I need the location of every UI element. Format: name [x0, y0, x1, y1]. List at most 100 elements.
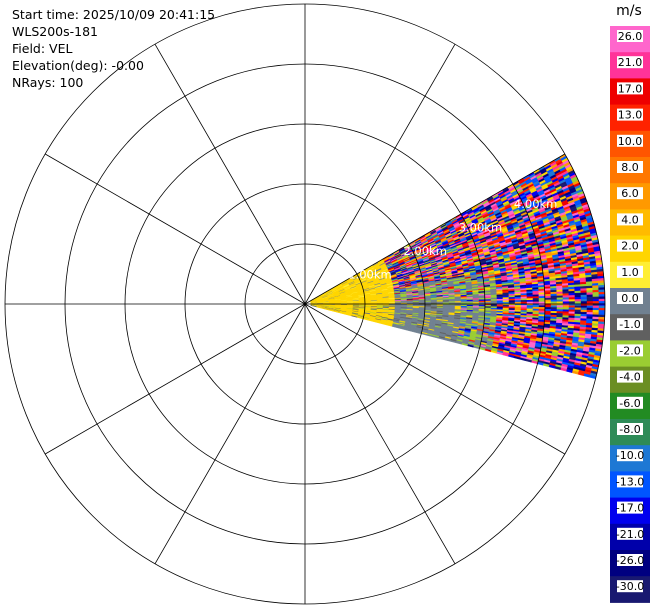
velocity-gate	[592, 301, 600, 304]
range-ring-label: 1.00km	[348, 268, 391, 282]
velocity-gate	[586, 298, 594, 302]
velocity-gate	[550, 305, 558, 308]
velocity-gate	[544, 299, 552, 303]
range-ring-label: 4.00km	[514, 197, 557, 211]
colorbar-cells: 26.021.017.013.010.08.06.04.02.01.00.0-1…	[610, 26, 650, 603]
velocity-gate	[562, 299, 570, 302]
velocity-gate	[592, 294, 600, 298]
velocity-gate	[586, 305, 594, 309]
colorbar-tick-label: 21.0	[618, 56, 643, 69]
velocity-gate	[532, 305, 540, 308]
velocity-gate	[586, 301, 594, 304]
velocity-gate	[556, 305, 564, 308]
velocity-gate	[598, 301, 606, 304]
velocity-gate	[526, 299, 534, 303]
ppi-plot: 1.00km 2.00km 3.00km 4.00km	[4, 3, 606, 605]
range-ring-label: 2.00km	[403, 244, 446, 258]
velocity-gate	[568, 301, 576, 304]
velocity-gate	[526, 301, 534, 304]
velocity-gate	[538, 305, 546, 308]
velocity-gate	[562, 297, 570, 300]
velocity-gate	[568, 305, 576, 308]
velocity-gate	[538, 299, 546, 303]
velocity-gate	[592, 307, 600, 311]
velocity-gate	[562, 301, 570, 304]
velocity-gate	[598, 296, 606, 300]
colorbar-tick-bg	[617, 161, 643, 173]
velocity-gate	[568, 307, 576, 311]
velocity-gate	[550, 301, 558, 304]
velocity-gate	[580, 296, 588, 300]
metadata-panel: Start time: 2025/10/09 20:41:15 WLS200s-…	[12, 6, 215, 91]
radial-line	[304, 303, 566, 455]
colorbar-tick-label: 26.0	[618, 30, 643, 43]
velocity-gate	[598, 305, 606, 309]
velocity-gate	[544, 297, 552, 301]
velocity-gate	[580, 294, 588, 298]
colorbar-unit-label: m/s	[616, 3, 642, 19]
colorbar-tick-bg	[617, 82, 643, 95]
velocity-gate	[520, 300, 528, 303]
velocity-gate	[580, 301, 588, 304]
colorbar-tick-bg	[617, 30, 643, 42]
colorbar: m/s 26.021.017.013.010.08.06.04.02.01.00…	[610, 3, 650, 603]
velocity-gate	[490, 302, 498, 304]
colorbar-tick-label: 17.0	[618, 82, 643, 95]
velocity-data-layer	[309, 153, 606, 380]
velocity-gate	[520, 301, 528, 304]
velocity-gate	[544, 305, 552, 308]
velocity-gate	[502, 301, 510, 304]
velocity-gate	[592, 296, 600, 300]
velocity-gate	[586, 309, 594, 313]
velocity-gate	[580, 307, 588, 311]
velocity-gate	[538, 301, 546, 304]
velocity-gate	[514, 301, 522, 304]
radial-line	[44, 303, 306, 455]
velocity-gate	[478, 302, 486, 304]
velocity-gate	[532, 299, 540, 303]
velocity-gate	[562, 305, 570, 308]
colorbar-tick-bg	[617, 134, 643, 147]
nrays-label: NRays: 100	[12, 75, 84, 90]
velocity-gate	[568, 297, 576, 300]
velocity-gate	[496, 302, 504, 304]
velocity-gate	[598, 294, 606, 298]
velocity-gate	[598, 307, 606, 311]
velocity-gate	[598, 291, 606, 295]
colorbar-tick-bg	[617, 108, 643, 121]
elevation-label: Elevation(deg): -0.00	[12, 58, 144, 73]
velocity-gate	[544, 301, 552, 304]
velocity-gate	[514, 300, 522, 303]
velocity-gate	[574, 301, 582, 304]
velocity-gate	[574, 294, 582, 298]
velocity-gate	[592, 298, 600, 302]
range-ring-label: 3.00km	[459, 221, 502, 235]
velocity-gate	[574, 297, 582, 300]
velocity-gate	[574, 307, 582, 311]
velocity-gate	[538, 297, 546, 301]
velocity-gate	[508, 301, 516, 304]
field-label: Field: VEL	[12, 41, 73, 56]
velocity-gate	[592, 292, 600, 295]
velocity-gate	[586, 294, 594, 298]
velocity-gate	[484, 302, 492, 304]
velocity-gate	[562, 307, 570, 310]
velocity-gate	[586, 307, 594, 311]
velocity-gate	[550, 297, 558, 301]
velocity-gate	[532, 301, 540, 304]
velocity-gate	[568, 295, 576, 298]
start-time-label: Start time: 2025/10/09 20:41:15	[12, 7, 216, 22]
velocity-gate	[574, 299, 582, 302]
instrument-label: WLS200s-181	[12, 24, 98, 39]
radial-line	[154, 303, 306, 565]
velocity-gate	[574, 305, 582, 309]
velocity-gate	[562, 295, 570, 298]
velocity-gate	[598, 310, 606, 314]
range-ring-labels: 1.00km 2.00km 3.00km 4.00km	[348, 197, 557, 281]
velocity-gate	[598, 298, 606, 302]
velocity-gate	[508, 300, 516, 303]
velocity-gate	[592, 305, 600, 309]
velocity-gate	[556, 299, 564, 302]
colorbar-tick-label: 13.0	[618, 109, 643, 122]
radial-line	[44, 153, 306, 305]
